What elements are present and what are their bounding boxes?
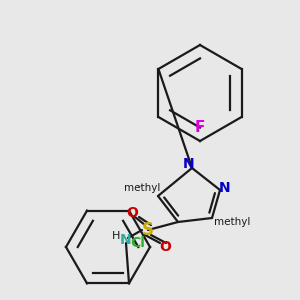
Text: N: N [120, 233, 132, 247]
Text: F: F [195, 119, 205, 134]
Text: N: N [219, 181, 231, 195]
Text: N: N [183, 157, 195, 171]
Text: S: S [142, 221, 154, 239]
Text: methyl: methyl [214, 217, 250, 227]
Text: H: H [112, 231, 120, 241]
Text: O: O [159, 240, 171, 254]
Text: methyl: methyl [138, 185, 142, 187]
Text: Cl: Cl [130, 236, 146, 250]
Text: methyl: methyl [124, 183, 160, 193]
Text: O: O [126, 206, 138, 220]
